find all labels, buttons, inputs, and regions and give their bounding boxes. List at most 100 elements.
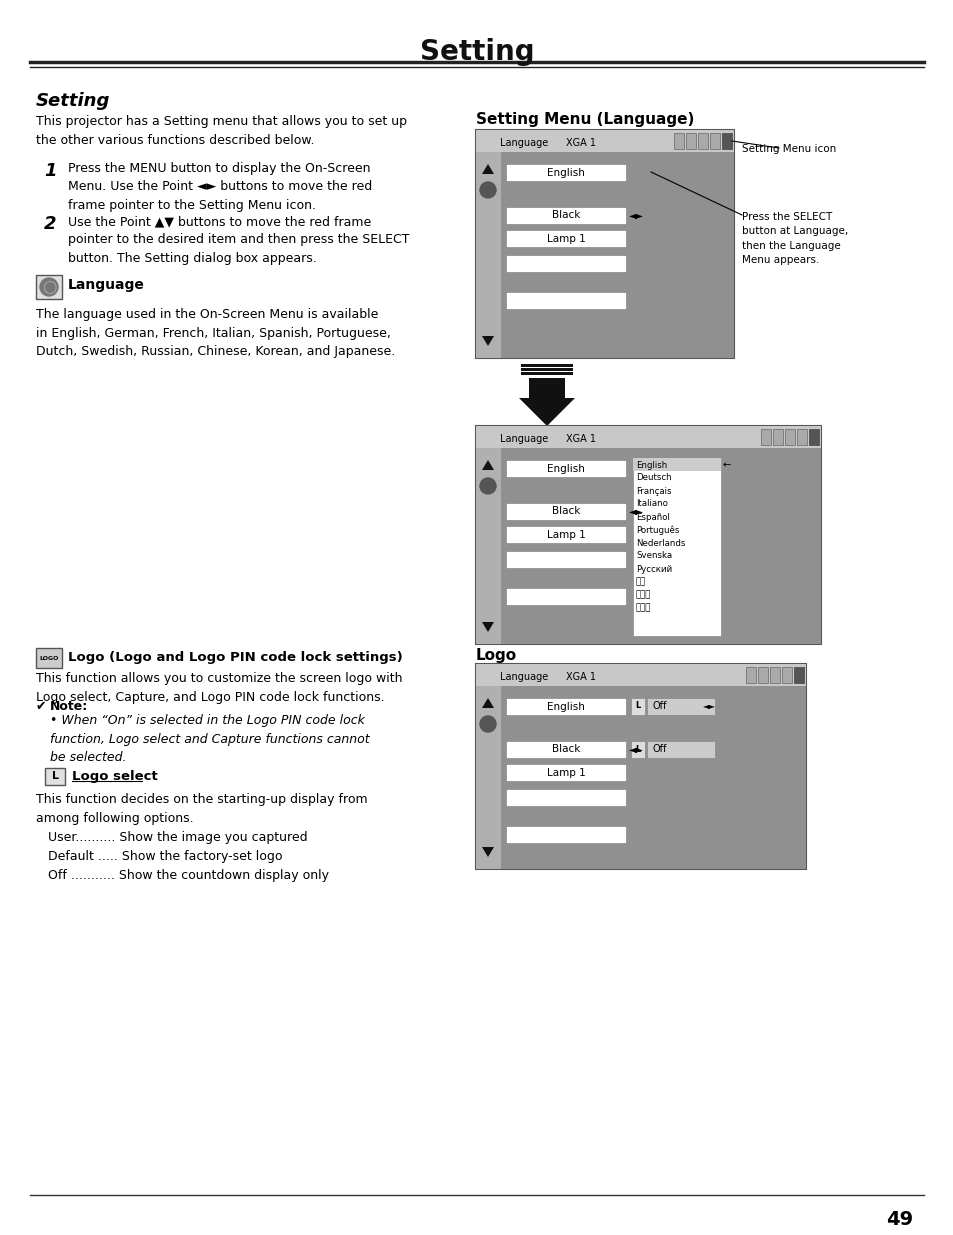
Text: Setting Menu (Language): Setting Menu (Language) <box>476 112 694 127</box>
Text: English: English <box>546 168 584 178</box>
FancyBboxPatch shape <box>673 133 683 149</box>
FancyBboxPatch shape <box>505 698 625 715</box>
Text: Press the SELECT
button at Language,
then the Language
Menu appears.: Press the SELECT button at Language, the… <box>741 212 847 266</box>
FancyBboxPatch shape <box>505 741 625 758</box>
Text: The language used in the On-Screen Menu is available
in English, German, French,: The language used in the On-Screen Menu … <box>36 308 395 358</box>
Text: Русский: Русский <box>636 564 672 573</box>
Circle shape <box>479 716 496 732</box>
FancyBboxPatch shape <box>505 230 625 247</box>
Text: Español: Español <box>636 513 669 521</box>
FancyBboxPatch shape <box>45 768 65 785</box>
Text: ✔: ✔ <box>36 700 47 713</box>
FancyBboxPatch shape <box>36 275 62 299</box>
FancyBboxPatch shape <box>505 503 625 520</box>
Text: English: English <box>546 463 584 473</box>
Text: Black: Black <box>551 745 579 755</box>
FancyBboxPatch shape <box>476 664 805 685</box>
Polygon shape <box>481 336 494 346</box>
FancyBboxPatch shape <box>476 130 733 358</box>
Text: This function allows you to customize the screen logo with
Logo select, Capture,: This function allows you to customize th… <box>36 672 402 704</box>
Text: 1: 1 <box>44 162 56 180</box>
FancyBboxPatch shape <box>505 764 625 781</box>
Text: L: L <box>51 771 58 781</box>
FancyBboxPatch shape <box>698 133 707 149</box>
FancyBboxPatch shape <box>500 152 733 358</box>
FancyBboxPatch shape <box>36 648 62 668</box>
FancyBboxPatch shape <box>520 364 573 367</box>
Text: Lamp 1: Lamp 1 <box>546 530 585 540</box>
Text: Note:: Note: <box>50 700 89 713</box>
Text: Deutsch: Deutsch <box>636 473 671 483</box>
FancyBboxPatch shape <box>500 448 821 643</box>
Text: Language: Language <box>499 138 548 148</box>
FancyBboxPatch shape <box>793 667 803 683</box>
FancyBboxPatch shape <box>633 458 720 636</box>
Text: Off: Off <box>652 743 667 755</box>
Text: English: English <box>636 461 666 469</box>
Text: XGA 1: XGA 1 <box>565 138 596 148</box>
Text: ○: ○ <box>42 278 56 296</box>
Text: Off: Off <box>652 701 667 711</box>
Text: Black: Black <box>551 506 579 516</box>
FancyBboxPatch shape <box>505 526 625 543</box>
Text: Logo: Logo <box>476 648 517 663</box>
Text: Language: Language <box>499 433 548 445</box>
Text: ◄►: ◄► <box>628 506 643 516</box>
Text: Setting: Setting <box>419 38 534 65</box>
Text: 2: 2 <box>44 215 56 233</box>
FancyBboxPatch shape <box>476 426 821 448</box>
FancyBboxPatch shape <box>529 378 564 398</box>
Text: Svenska: Svenska <box>636 552 672 561</box>
Text: Français: Français <box>636 487 671 495</box>
FancyBboxPatch shape <box>784 429 794 445</box>
Text: XGA 1: XGA 1 <box>565 433 596 445</box>
FancyBboxPatch shape <box>505 551 625 568</box>
Circle shape <box>479 182 496 198</box>
FancyBboxPatch shape <box>793 667 803 683</box>
Text: XGA 1: XGA 1 <box>565 672 596 682</box>
FancyBboxPatch shape <box>500 685 805 869</box>
FancyBboxPatch shape <box>781 667 791 683</box>
Text: L: L <box>635 701 640 710</box>
Text: Setting: Setting <box>36 91 111 110</box>
FancyBboxPatch shape <box>476 426 821 643</box>
Text: 中文: 中文 <box>636 578 645 587</box>
FancyBboxPatch shape <box>505 164 625 182</box>
FancyBboxPatch shape <box>630 741 644 758</box>
FancyBboxPatch shape <box>760 429 770 445</box>
Polygon shape <box>481 622 494 632</box>
Text: L: L <box>635 745 640 753</box>
Polygon shape <box>481 847 494 857</box>
FancyBboxPatch shape <box>476 664 805 869</box>
Text: Lamp 1: Lamp 1 <box>546 233 585 243</box>
FancyBboxPatch shape <box>745 667 755 683</box>
FancyBboxPatch shape <box>476 685 500 869</box>
FancyBboxPatch shape <box>796 429 806 445</box>
FancyBboxPatch shape <box>769 667 780 683</box>
FancyBboxPatch shape <box>721 133 731 149</box>
Text: 한국어: 한국어 <box>636 590 651 599</box>
Text: ◄►: ◄► <box>628 210 643 220</box>
FancyBboxPatch shape <box>505 789 625 806</box>
FancyBboxPatch shape <box>685 133 696 149</box>
Text: Logo select: Logo select <box>71 769 157 783</box>
FancyBboxPatch shape <box>709 133 720 149</box>
Text: Use the Point ▲▼ buttons to move the red frame
pointer to the desired item and t: Use the Point ▲▼ buttons to move the red… <box>68 215 409 266</box>
FancyBboxPatch shape <box>758 667 767 683</box>
Text: Language: Language <box>68 278 145 291</box>
Text: Setting Menu icon: Setting Menu icon <box>741 144 836 154</box>
Circle shape <box>40 278 58 296</box>
FancyBboxPatch shape <box>476 152 500 358</box>
Text: ◄►: ◄► <box>702 701 716 710</box>
Circle shape <box>479 478 496 494</box>
Text: 日本語: 日本語 <box>636 604 651 613</box>
Text: Black: Black <box>551 210 579 221</box>
FancyBboxPatch shape <box>505 459 625 477</box>
FancyBboxPatch shape <box>476 448 500 643</box>
Text: Lamp 1: Lamp 1 <box>546 767 585 778</box>
FancyBboxPatch shape <box>520 368 573 370</box>
FancyBboxPatch shape <box>505 826 625 844</box>
Text: • When “On” is selected in the Logo PIN code lock
function, Logo select and Capt: • When “On” is selected in the Logo PIN … <box>50 714 369 764</box>
Text: This projector has a Setting menu that allows you to set up
the other various fu: This projector has a Setting menu that a… <box>36 115 407 147</box>
FancyBboxPatch shape <box>772 429 782 445</box>
